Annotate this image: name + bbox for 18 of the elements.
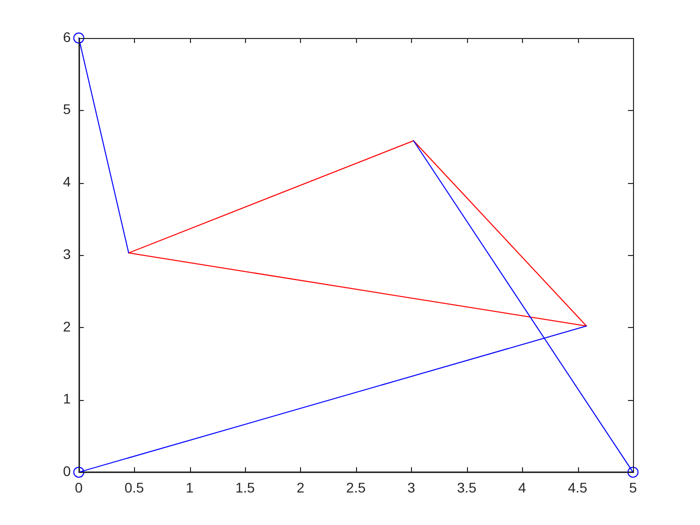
y-tick-label: 0 [62, 463, 71, 480]
y-tick-label: 1 [62, 390, 71, 407]
x-tick-label: 3.5 [457, 479, 477, 496]
y-tick-label: 4 [62, 174, 71, 190]
y-tick-label: 3 [62, 246, 71, 262]
y-tick-label: 2 [62, 318, 71, 334]
y-tick-label: 5 [62, 101, 71, 118]
x-tick-label: 4.5 [568, 479, 588, 496]
x-tick-label: 3 [407, 479, 416, 496]
x-tick-label: 0.5 [124, 479, 144, 496]
x-tick-label: 2 [296, 479, 305, 496]
x-tick-label: 5 [629, 479, 638, 496]
x-tick-label: 4 [518, 479, 526, 496]
x-tick-label: 0 [74, 479, 83, 496]
y-tick-label: 6 [62, 28, 71, 45]
x-tick-label: 1.5 [235, 479, 255, 496]
x-tick-label: 2.5 [346, 479, 366, 496]
x-tick-label: 1 [186, 479, 194, 496]
